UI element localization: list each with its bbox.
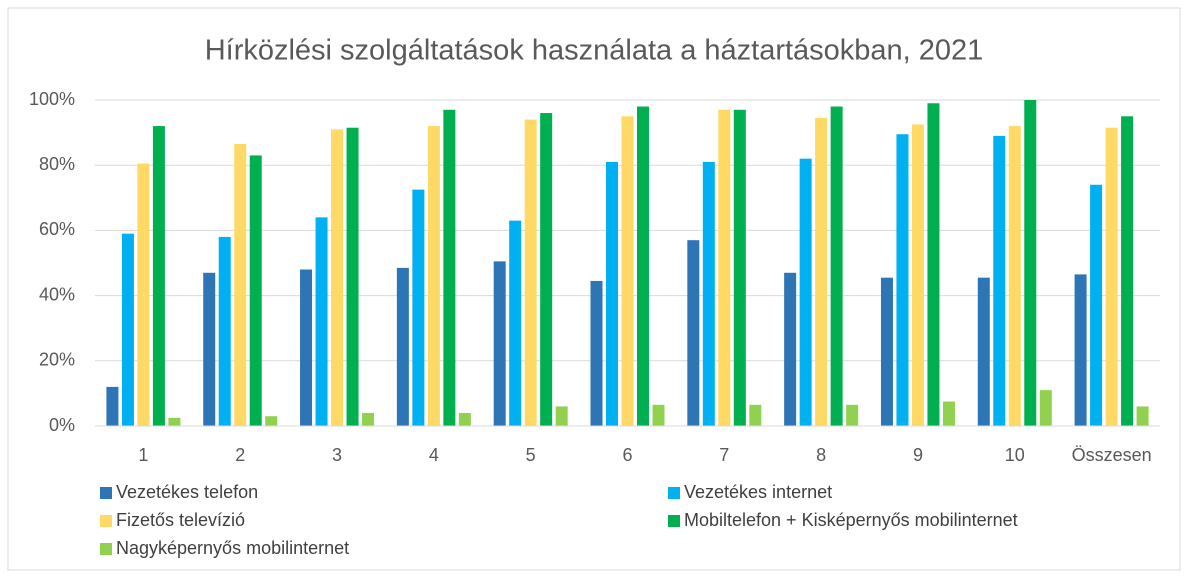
x-tick-label: 8 [816, 445, 826, 465]
bar [1105, 127, 1118, 427]
y-tick-label: 40% [39, 284, 75, 304]
bar [234, 144, 247, 426]
legend-swatch [100, 487, 112, 499]
x-tick-label: 4 [429, 445, 439, 465]
x-tick-label: 9 [913, 445, 923, 465]
bar [846, 404, 859, 426]
bar [1090, 184, 1103, 426]
bar [218, 236, 231, 426]
bar [249, 155, 262, 427]
bar [896, 134, 909, 427]
bar [1024, 100, 1037, 426]
bar [927, 103, 940, 426]
legend-label: Fizetős televízió [116, 510, 245, 530]
bar [300, 269, 313, 426]
x-tick-label: 7 [719, 445, 729, 465]
x-tick-label: 1 [138, 445, 148, 465]
x-tick-label: 10 [1005, 445, 1025, 465]
bar [121, 233, 134, 426]
chart-title: Hírközlési szolgáltatások használata a h… [205, 35, 984, 67]
bar [458, 412, 471, 426]
bar [493, 261, 506, 426]
bar [396, 267, 409, 426]
legend-label: Mobiltelefon + Kisképernyős mobilinterne… [684, 510, 1018, 530]
bar [265, 416, 278, 426]
y-tick-label: 20% [39, 350, 75, 370]
bar [346, 127, 359, 427]
legend-label: Nagyképernyős mobilinternet [116, 538, 349, 558]
bar [702, 161, 715, 426]
bar [590, 280, 603, 426]
bar [687, 240, 700, 426]
bar [203, 272, 216, 426]
x-tick-label: 6 [622, 445, 632, 465]
bar [1074, 274, 1087, 426]
bar [427, 126, 440, 426]
legend-swatch [668, 487, 680, 499]
legend-swatch [668, 515, 680, 527]
bar [942, 401, 955, 426]
legend-label: Vezetékes telefon [116, 482, 258, 502]
bar [106, 386, 119, 426]
x-tick-label: 5 [526, 445, 536, 465]
bar [749, 404, 762, 426]
bar [524, 119, 537, 426]
bar [509, 220, 522, 426]
x-tick-label: 2 [235, 445, 245, 465]
bar [315, 217, 328, 426]
bar [168, 417, 181, 426]
bar [815, 117, 828, 427]
bar [993, 135, 1006, 427]
bar [784, 272, 797, 426]
bar [830, 106, 843, 427]
bar [1136, 406, 1149, 426]
legend-label: Vezetékes internet [684, 482, 832, 502]
bar [637, 106, 649, 427]
bar [733, 109, 746, 426]
bar [152, 126, 165, 426]
bar [412, 189, 425, 426]
bar [137, 163, 150, 426]
y-tick-label: 0% [49, 415, 75, 435]
bar [540, 113, 553, 426]
bar [799, 158, 812, 426]
bar [718, 109, 731, 426]
bar [606, 161, 618, 426]
bar [621, 116, 634, 427]
y-tick-label: 80% [39, 154, 75, 174]
bar [911, 124, 924, 426]
bar [880, 277, 893, 426]
bar [555, 406, 568, 426]
legend-swatch [100, 515, 112, 527]
legend-swatch [100, 543, 112, 555]
bar [331, 129, 344, 426]
bar [652, 404, 665, 426]
x-tick-label: 3 [332, 445, 342, 465]
bar [443, 109, 456, 426]
x-tick-label: Összesen [1072, 445, 1152, 465]
y-tick-label: 100% [29, 89, 75, 109]
bar [1121, 116, 1134, 427]
bar [362, 412, 375, 426]
bar [977, 277, 990, 426]
y-tick-label: 60% [39, 219, 75, 239]
bar [1008, 126, 1021, 426]
bar [1039, 390, 1052, 426]
